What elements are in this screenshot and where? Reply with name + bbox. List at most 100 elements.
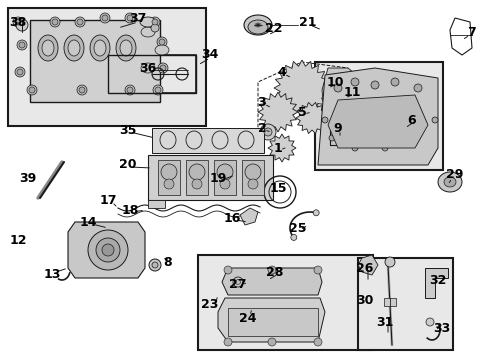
Text: 30: 30 [356,293,373,306]
Circle shape [15,19,21,25]
Circle shape [313,338,321,346]
Polygon shape [218,298,325,342]
Circle shape [271,138,291,158]
Ellipse shape [116,35,136,61]
Circle shape [79,87,85,93]
Circle shape [96,238,120,262]
Polygon shape [273,60,329,116]
Circle shape [125,85,135,95]
Circle shape [159,39,164,45]
Circle shape [152,19,158,25]
Text: 19: 19 [209,171,226,184]
Circle shape [276,143,287,153]
Polygon shape [222,268,321,295]
Circle shape [155,87,161,93]
Text: 29: 29 [446,168,463,181]
Text: 12: 12 [9,234,27,247]
Circle shape [328,135,334,141]
Circle shape [263,97,292,127]
Circle shape [313,266,321,274]
Text: 26: 26 [356,261,373,274]
Circle shape [431,117,437,123]
Circle shape [52,19,58,25]
Text: 21: 21 [299,15,316,28]
Polygon shape [295,102,327,134]
Polygon shape [148,200,164,208]
Circle shape [381,145,387,151]
Circle shape [247,179,258,189]
Polygon shape [424,268,447,298]
Circle shape [163,179,174,189]
Text: 31: 31 [376,315,393,328]
Bar [108,55,196,93]
Text: 4: 4 [277,66,286,78]
Text: 38: 38 [9,15,26,28]
Text: 8: 8 [163,256,172,269]
Polygon shape [321,68,364,130]
Circle shape [102,244,114,256]
Ellipse shape [120,40,132,56]
Ellipse shape [68,40,80,56]
Ellipse shape [141,27,155,37]
Text: 28: 28 [266,266,283,279]
Circle shape [77,85,87,95]
Text: 16: 16 [223,211,240,225]
Circle shape [157,37,167,47]
Circle shape [264,128,271,136]
Text: 20: 20 [119,158,137,171]
Circle shape [161,164,177,180]
Circle shape [160,65,165,71]
Text: 5: 5 [297,105,306,118]
Text: 18: 18 [121,203,139,216]
Text: 1: 1 [273,141,282,154]
Circle shape [425,318,433,326]
Text: 22: 22 [264,22,282,35]
Bar [30,20,160,102]
Ellipse shape [244,15,271,35]
Text: 32: 32 [428,274,446,287]
Circle shape [127,15,133,21]
Circle shape [290,234,296,240]
Ellipse shape [141,63,155,73]
Circle shape [384,257,394,267]
Circle shape [413,84,421,92]
Circle shape [100,13,110,23]
Circle shape [88,230,128,270]
Bar [198,255,372,350]
Circle shape [220,179,229,189]
Circle shape [217,164,232,180]
Circle shape [19,42,25,48]
Text: 13: 13 [43,269,61,282]
Polygon shape [267,134,295,162]
Circle shape [390,78,398,86]
Circle shape [333,84,341,92]
Circle shape [267,266,275,274]
Polygon shape [68,222,145,278]
Circle shape [151,24,159,32]
Ellipse shape [90,35,110,61]
Ellipse shape [42,40,54,56]
Ellipse shape [140,17,156,27]
Polygon shape [317,68,437,165]
Circle shape [299,106,324,130]
Circle shape [232,277,243,287]
Circle shape [17,40,27,50]
Text: 7: 7 [467,26,475,39]
Text: 14: 14 [79,216,97,229]
Circle shape [269,104,285,120]
Circle shape [27,85,37,95]
Bar [214,160,236,195]
Circle shape [153,85,163,95]
Polygon shape [240,208,258,225]
Text: 3: 3 [257,95,266,108]
Bar [357,258,452,350]
Text: 36: 36 [139,62,156,75]
Text: 35: 35 [119,123,137,136]
Ellipse shape [64,35,84,61]
Bar [185,160,207,195]
Text: 27: 27 [229,279,246,292]
Text: 23: 23 [201,298,218,311]
Circle shape [50,17,60,27]
Bar [158,160,180,195]
Circle shape [29,87,35,93]
